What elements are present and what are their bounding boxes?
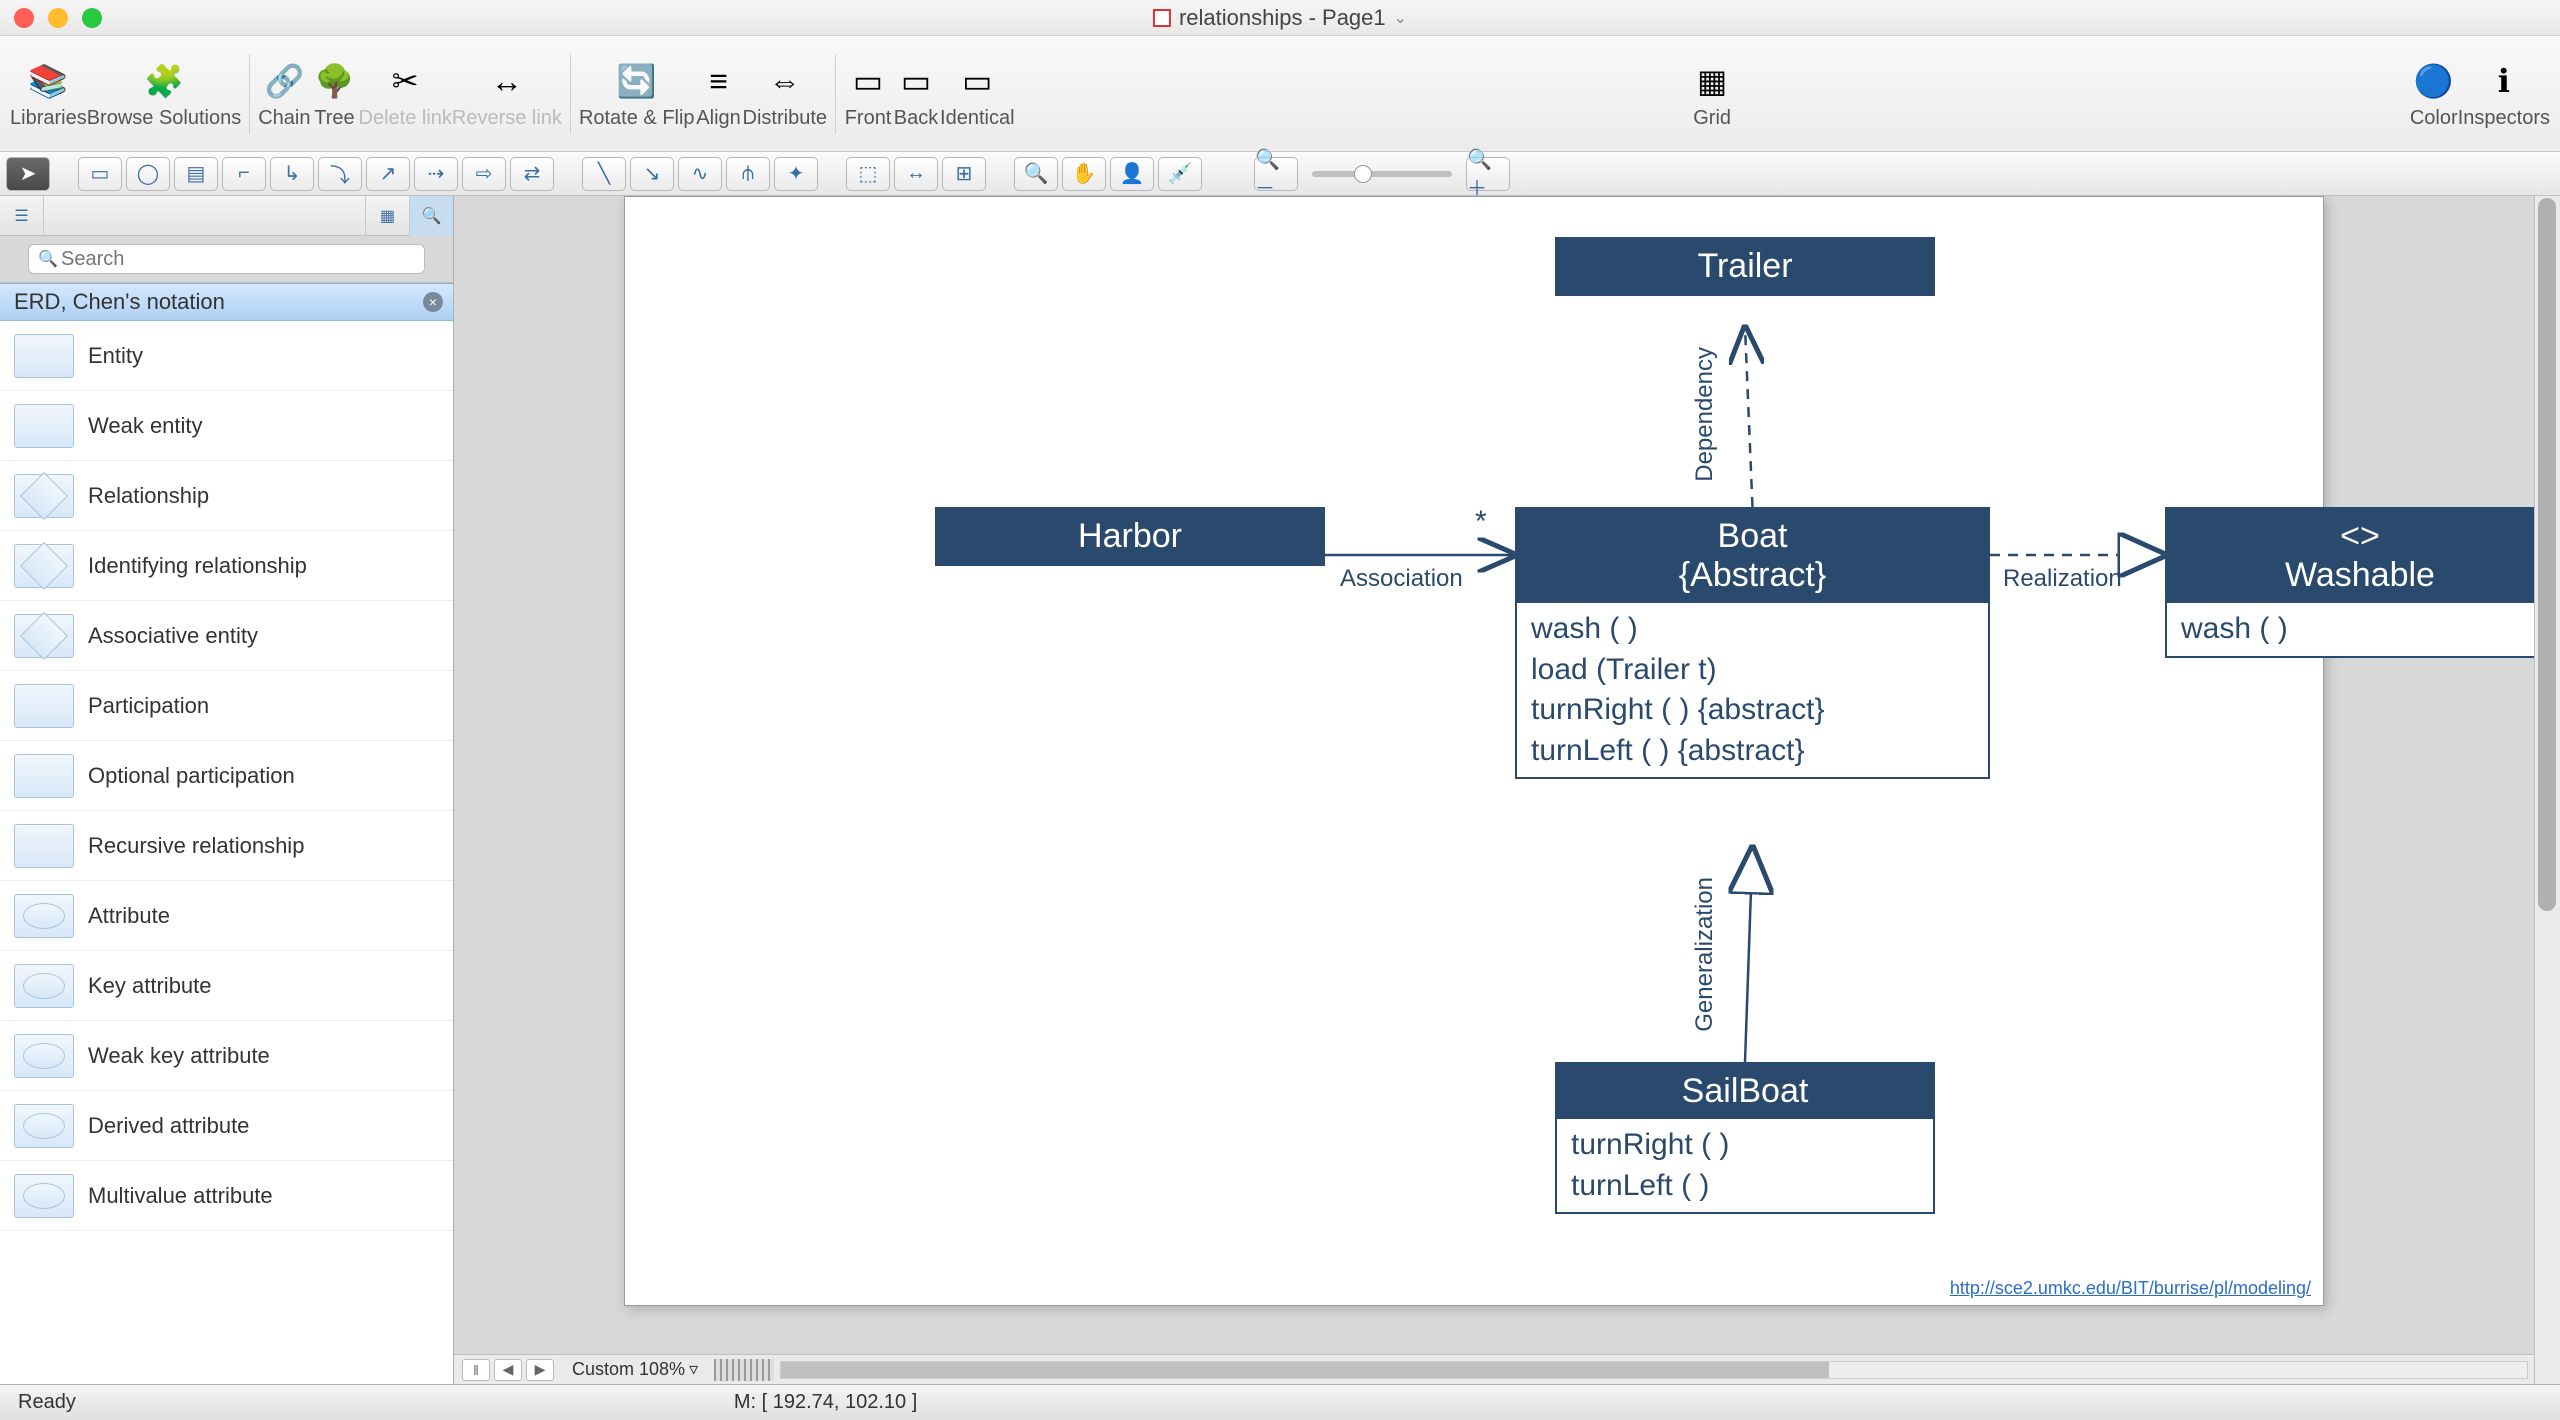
connector-6[interactable]: ⇨ — [462, 157, 506, 191]
library-item[interactable]: Associative entity — [0, 601, 453, 671]
crop-tool[interactable]: ⬚ — [846, 157, 890, 191]
edge-label: Association — [1340, 565, 1463, 593]
pan-tool[interactable]: ✋ — [1062, 157, 1106, 191]
toolbar-back[interactable]: ▭Back — [892, 57, 940, 130]
connector-2[interactable]: ↳ — [270, 157, 314, 191]
page-canvas[interactable]: Trailer Harbor Boat{Abstract}wash ( )load … — [624, 196, 2324, 1306]
uml-trailer[interactable]: Trailer — [1555, 237, 1935, 296]
toolbar-front[interactable]: ▭Front — [844, 57, 892, 130]
measure-tool[interactable]: ↔ — [894, 157, 938, 191]
close-button[interactable] — [14, 8, 34, 28]
edge-label: Realization — [2003, 565, 2122, 593]
connector-1[interactable]: ⌐ — [222, 157, 266, 191]
zoom-slider[interactable] — [1312, 171, 1452, 177]
status-mouse: M: [ 192.74, 102.10 ] — [734, 1391, 917, 1414]
uml-washable[interactable]: <>Washablewash ( ) — [2165, 507, 2555, 658]
prev-page-icon[interactable]: ◀ — [494, 1359, 522, 1381]
zoom-tool[interactable]: 🔍 — [1014, 157, 1058, 191]
splitter-icon[interactable] — [714, 1359, 774, 1381]
zoom-stepper[interactable]: ▿ — [689, 1359, 698, 1380]
zoom-label: Custom 108% — [572, 1359, 685, 1380]
connector-3[interactable]: ⤵ — [318, 157, 362, 191]
main-toolbar: 📚Libraries🧩Browse Solutions 🔗Chain🌳Tree✂D… — [0, 36, 2560, 152]
toolbar-identical[interactable]: ▭Identical — [940, 57, 1015, 130]
library-item[interactable]: Attribute — [0, 881, 453, 951]
shape-toolbar: ➤ ▭ ◯ ▤ ⌐ ↳ ⤵ ↗ ⇢ ⇨ ⇄ ╲ ↘ ∿ ⫛ ✦ ⬚ ↔ ⊞ 🔍 … — [0, 152, 2560, 196]
text-tool[interactable]: ▤ — [174, 157, 218, 191]
library-item[interactable]: Key attribute — [0, 951, 453, 1021]
library-item[interactable]: Entity — [0, 321, 453, 391]
line-tool-3[interactable]: ∿ — [678, 157, 722, 191]
library-item[interactable]: Weak key attribute — [0, 1021, 453, 1091]
uml-sailboat[interactable]: SailBoatturnRight ( )turnLeft ( ) — [1555, 1062, 1935, 1214]
toolbar-inspectors[interactable]: ℹInspectors — [2458, 57, 2550, 130]
library-section-header[interactable]: ERD, Chen's notation × — [0, 283, 453, 321]
toolbar-rotate-flip[interactable]: 🔄Rotate & Flip — [579, 57, 695, 130]
zoom-in[interactable]: 🔍＋ — [1466, 157, 1510, 191]
pointer-tool[interactable]: ➤ — [6, 157, 50, 191]
library-search-input[interactable] — [28, 244, 425, 274]
toolbar-reverse-link[interactable]: ↔Reverse link — [452, 57, 562, 130]
connector-5[interactable]: ⇢ — [414, 157, 458, 191]
zoom-button[interactable] — [82, 8, 102, 28]
canvas-area[interactable]: Trailer Harbor Boat{Abstract}wash ( )load … — [454, 196, 2560, 1384]
uml-harbor[interactable]: Harbor — [935, 507, 1325, 566]
multiplicity: * — [1475, 505, 1487, 539]
connector-7[interactable]: ⇄ — [510, 157, 554, 191]
guide-tool[interactable]: ⊞ — [942, 157, 986, 191]
library-item[interactable]: Weak entity — [0, 391, 453, 461]
uml-boat[interactable]: Boat{Abstract}wash ( )load (Trailer t)tu… — [1515, 507, 1990, 779]
library-section-title: ERD, Chen's notation — [14, 289, 225, 315]
library-item[interactable]: Relationship — [0, 461, 453, 531]
line-tool-5[interactable]: ✦ — [774, 157, 818, 191]
status-bar: Ready M: [ 192.74, 102.10 ] — [0, 1384, 2560, 1420]
horizontal-scrollbar[interactable] — [780, 1361, 2528, 1379]
toolbar-color[interactable]: 🔵Color — [2410, 57, 2458, 130]
rect-tool[interactable]: ▭ — [78, 157, 122, 191]
library-item[interactable]: Participation — [0, 671, 453, 741]
chevron-down-icon[interactable]: ⌄ — [1394, 8, 1407, 28]
eyedropper-tool[interactable]: 💉 — [1158, 157, 1202, 191]
pause-icon[interactable]: ‖ — [462, 1359, 490, 1381]
titlebar: relationships - Page1 ⌄ — [0, 0, 2560, 36]
toolbar-grid[interactable]: ▦Grid — [1688, 57, 1736, 130]
line-tool-4[interactable]: ⫛ — [726, 157, 770, 191]
next-page-icon[interactable]: ▶ — [526, 1359, 554, 1381]
library-sidebar: ☰ ▦ 🔍 ERD, Chen's notation × EntityWeak … — [0, 196, 454, 1384]
library-item[interactable]: Identifying relationship — [0, 531, 453, 601]
minimize-button[interactable] — [48, 8, 68, 28]
status-ready: Ready — [0, 1391, 94, 1414]
toolbar-distribute[interactable]: ⇔Distribute — [743, 57, 827, 130]
zoom-out[interactable]: 🔍－ — [1254, 157, 1298, 191]
library-item[interactable]: Optional participation — [0, 741, 453, 811]
search-view-icon[interactable]: 🔍 — [409, 196, 453, 236]
ellipse-tool[interactable]: ◯ — [126, 157, 170, 191]
horizontal-bar: ‖ ◀ ▶ Custom 108% ▿ — [454, 1354, 2534, 1384]
toolbar-tree[interactable]: 🌳Tree — [311, 57, 359, 130]
line-tool-1[interactable]: ╲ — [582, 157, 626, 191]
source-link[interactable]: http://sce2.umkc.edu/BIT/burrise/pl/mode… — [1950, 1278, 2311, 1299]
close-icon[interactable]: × — [423, 292, 443, 312]
grid-view-icon[interactable]: ▦ — [365, 196, 409, 236]
toolbar-chain[interactable]: 🔗Chain — [258, 57, 310, 130]
doc-icon — [1153, 9, 1171, 27]
library-item[interactable]: Multivalue attribute — [0, 1161, 453, 1231]
connector-4[interactable]: ↗ — [366, 157, 410, 191]
toolbar-libraries[interactable]: 📚Libraries — [10, 57, 87, 130]
toolbar-align[interactable]: ≡Align — [695, 57, 743, 130]
edge-label: Generalization — [1691, 877, 1719, 1032]
toolbar-browse-solutions[interactable]: 🧩Browse Solutions — [87, 57, 242, 130]
window-title: relationships - Page1 — [1179, 5, 1386, 31]
sb-collapse-icon[interactable]: ☰ — [0, 196, 44, 235]
toolbar-delete-link[interactable]: ✂Delete link — [359, 57, 452, 130]
line-tool-2[interactable]: ↘ — [630, 157, 674, 191]
library-item[interactable]: Derived attribute — [0, 1091, 453, 1161]
edge-label: Dependency — [1691, 347, 1719, 482]
vertical-scrollbar[interactable] — [2534, 196, 2560, 1384]
stamp-tool[interactable]: 👤 — [1110, 157, 1154, 191]
library-item[interactable]: Recursive relationship — [0, 811, 453, 881]
